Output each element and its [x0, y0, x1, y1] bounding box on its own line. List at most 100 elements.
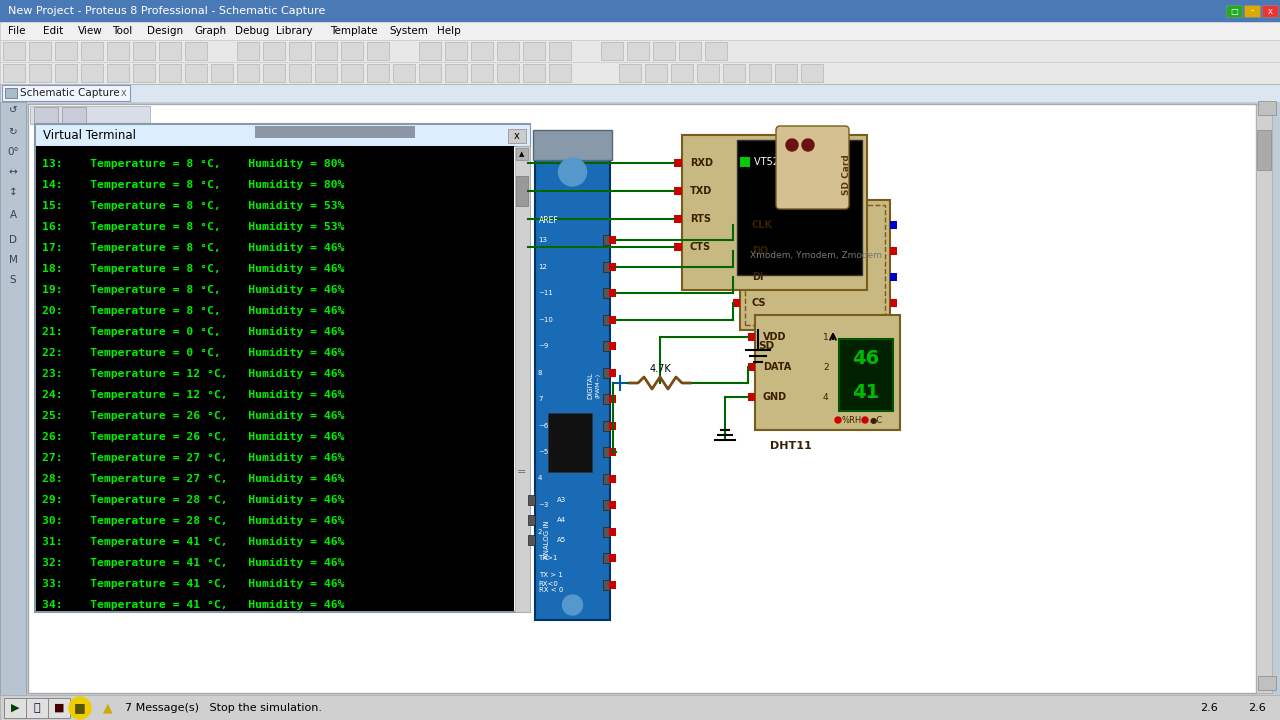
FancyBboxPatch shape: [237, 42, 259, 60]
Text: Help: Help: [436, 26, 461, 36]
Text: 8: 8: [538, 369, 543, 376]
FancyBboxPatch shape: [508, 129, 526, 143]
FancyBboxPatch shape: [29, 42, 51, 60]
Text: DHT11: DHT11: [771, 441, 812, 451]
Text: Schematic Capture: Schematic Capture: [20, 88, 119, 98]
FancyBboxPatch shape: [603, 420, 611, 431]
FancyBboxPatch shape: [515, 146, 530, 612]
Circle shape: [835, 417, 841, 423]
FancyBboxPatch shape: [740, 157, 750, 167]
FancyBboxPatch shape: [698, 64, 719, 82]
FancyBboxPatch shape: [61, 107, 86, 123]
FancyBboxPatch shape: [367, 64, 389, 82]
FancyBboxPatch shape: [0, 62, 1280, 84]
FancyBboxPatch shape: [0, 40, 1280, 62]
Text: DIGITAL: DIGITAL: [588, 372, 593, 398]
FancyBboxPatch shape: [733, 221, 740, 229]
FancyBboxPatch shape: [28, 104, 1256, 693]
Text: 17:    Temperature = 8 °C,    Humidity = 46%: 17: Temperature = 8 °C, Humidity = 46%: [42, 243, 344, 253]
Text: 21:    Temperature = 0 °C,    Humidity = 46%: 21: Temperature = 0 °C, Humidity = 46%: [42, 327, 344, 337]
FancyBboxPatch shape: [532, 130, 612, 160]
FancyBboxPatch shape: [445, 42, 467, 60]
FancyBboxPatch shape: [890, 247, 897, 255]
FancyBboxPatch shape: [419, 42, 442, 60]
FancyBboxPatch shape: [1256, 104, 1272, 693]
Text: ▲: ▲: [520, 151, 525, 157]
Text: ↻: ↻: [9, 127, 18, 137]
Text: =: =: [517, 467, 526, 477]
FancyBboxPatch shape: [603, 315, 611, 325]
FancyBboxPatch shape: [609, 580, 616, 588]
FancyBboxPatch shape: [740, 200, 890, 330]
Text: ~3: ~3: [538, 502, 548, 508]
Text: 12: 12: [538, 264, 547, 269]
FancyBboxPatch shape: [890, 299, 897, 307]
FancyBboxPatch shape: [340, 64, 364, 82]
FancyBboxPatch shape: [289, 42, 311, 60]
FancyBboxPatch shape: [603, 580, 611, 590]
FancyBboxPatch shape: [3, 64, 26, 82]
Text: 26:    Temperature = 26 °C,   Humidity = 46%: 26: Temperature = 26 °C, Humidity = 46%: [42, 432, 344, 442]
FancyBboxPatch shape: [211, 64, 233, 82]
Text: ⏸: ⏸: [33, 703, 40, 713]
FancyBboxPatch shape: [0, 102, 1280, 695]
Text: 46: 46: [852, 348, 879, 367]
FancyBboxPatch shape: [186, 42, 207, 60]
Text: SD Card: SD Card: [842, 155, 851, 195]
FancyBboxPatch shape: [55, 42, 77, 60]
Text: View: View: [78, 26, 102, 36]
Text: DI: DI: [751, 272, 763, 282]
FancyBboxPatch shape: [527, 535, 535, 545]
Text: SD: SD: [758, 341, 774, 351]
Circle shape: [69, 697, 91, 719]
FancyBboxPatch shape: [35, 107, 58, 123]
FancyBboxPatch shape: [838, 339, 893, 411]
Text: 41: 41: [852, 382, 879, 402]
Text: Virtual Terminal: Virtual Terminal: [44, 128, 136, 142]
FancyBboxPatch shape: [609, 501, 616, 509]
FancyBboxPatch shape: [4, 698, 26, 718]
Text: 22:    Temperature = 0 °C,    Humidity = 46%: 22: Temperature = 0 °C, Humidity = 46%: [42, 348, 344, 358]
FancyBboxPatch shape: [0, 102, 26, 695]
FancyBboxPatch shape: [774, 64, 797, 82]
Text: 0°: 0°: [8, 147, 19, 157]
FancyBboxPatch shape: [29, 106, 150, 124]
FancyBboxPatch shape: [603, 235, 611, 245]
FancyBboxPatch shape: [737, 140, 861, 275]
Text: Design: Design: [147, 26, 183, 36]
FancyBboxPatch shape: [0, 22, 1280, 40]
Text: 16:    Temperature = 8 °C,    Humidity = 53%: 16: Temperature = 8 °C, Humidity = 53%: [42, 222, 344, 232]
Text: 33:    Temperature = 41 °C,   Humidity = 46%: 33: Temperature = 41 °C, Humidity = 46%: [42, 579, 344, 589]
FancyBboxPatch shape: [419, 64, 442, 82]
FancyBboxPatch shape: [755, 315, 900, 430]
Text: ↔: ↔: [9, 167, 18, 177]
FancyBboxPatch shape: [603, 447, 611, 457]
Text: 31:    Temperature = 41 °C,   Humidity = 46%: 31: Temperature = 41 °C, Humidity = 46%: [42, 537, 344, 547]
Text: ↕: ↕: [9, 187, 18, 197]
FancyBboxPatch shape: [609, 289, 616, 297]
Circle shape: [803, 139, 814, 151]
Text: 7 Message(s)   Stop the simulation.: 7 Message(s) Stop the simulation.: [125, 703, 323, 713]
Text: Debug: Debug: [236, 26, 270, 36]
FancyBboxPatch shape: [609, 395, 616, 403]
FancyBboxPatch shape: [1258, 676, 1276, 690]
FancyBboxPatch shape: [26, 698, 49, 718]
Text: RX < 0: RX < 0: [539, 587, 563, 593]
FancyBboxPatch shape: [733, 273, 740, 281]
Text: 29:    Temperature = 28 °C,   Humidity = 46%: 29: Temperature = 28 °C, Humidity = 46%: [42, 495, 344, 505]
Text: (PWM~): (PWM~): [595, 372, 600, 397]
FancyBboxPatch shape: [890, 273, 897, 281]
Text: RX<0: RX<0: [538, 582, 558, 588]
FancyBboxPatch shape: [609, 369, 616, 377]
FancyBboxPatch shape: [29, 64, 51, 82]
FancyBboxPatch shape: [340, 42, 364, 60]
Text: □: □: [1230, 6, 1238, 16]
Text: x: x: [122, 88, 127, 98]
FancyBboxPatch shape: [609, 554, 616, 562]
Text: 19:    Temperature = 8 °C,    Humidity = 46%: 19: Temperature = 8 °C, Humidity = 46%: [42, 285, 344, 295]
FancyBboxPatch shape: [289, 64, 311, 82]
Text: %RH: %RH: [842, 415, 863, 425]
FancyBboxPatch shape: [81, 42, 102, 60]
FancyBboxPatch shape: [603, 394, 611, 404]
Text: D: D: [9, 235, 17, 245]
